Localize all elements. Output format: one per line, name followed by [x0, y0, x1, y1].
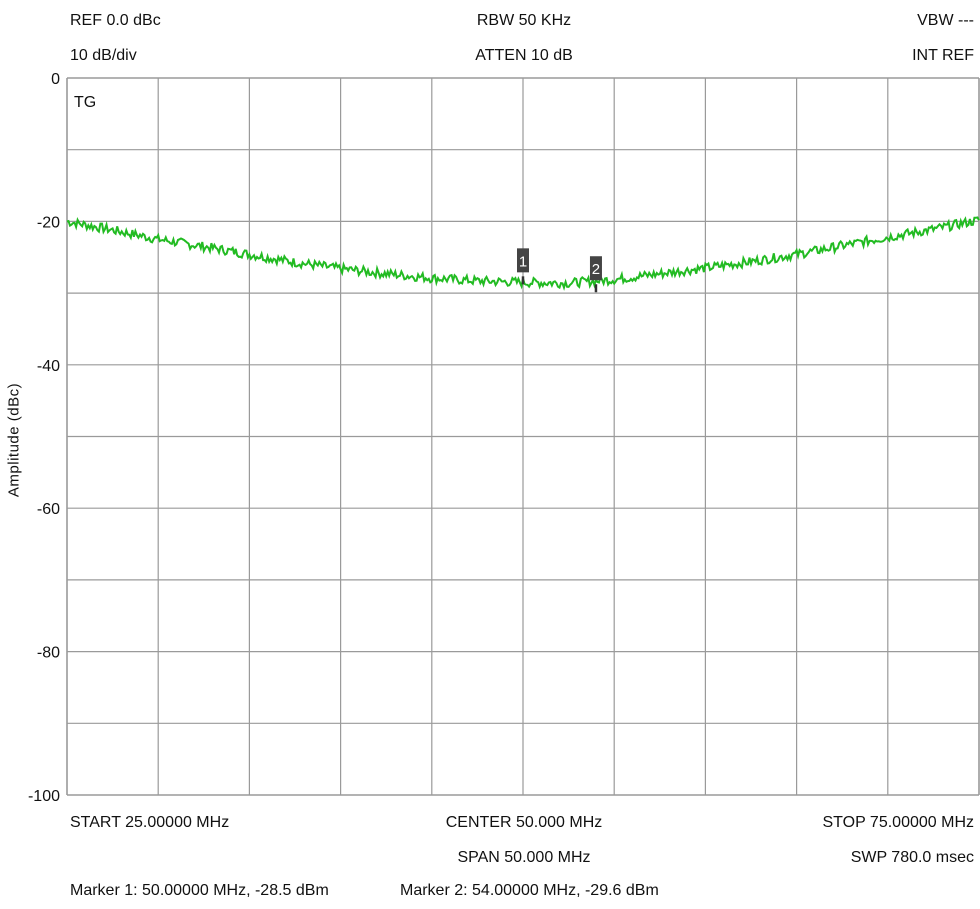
marker2-readout: Marker 2: 54.00000 MHz, -29.6 dBm	[400, 882, 659, 899]
sweep-time-label: SWP 780.0 msec	[850, 849, 974, 866]
marker-1: 1	[517, 248, 529, 285]
y-tick-label: -40	[37, 358, 60, 375]
atten-label: ATTEN 10 dB	[475, 47, 573, 64]
int-ref-label: INT REF	[912, 47, 974, 64]
y-tick-label: -80	[37, 645, 60, 662]
y-tick-label: -100	[28, 788, 60, 805]
rbw-label: RBW 50 KHz	[476, 12, 572, 29]
marker-flag	[517, 248, 529, 273]
stop-freq-label: STOP 75.00000 MHz	[822, 814, 975, 831]
y-tick-label: -20	[37, 214, 60, 231]
marker-label: 1	[519, 253, 527, 270]
scale-label: 10 dB/div	[70, 47, 137, 64]
marker-2: 2	[589, 256, 602, 293]
span-label: SPAN 50.000 MHz	[457, 849, 591, 866]
marker-flag	[589, 256, 602, 281]
ref-level-label: REF 0.0 dBc	[70, 12, 161, 29]
start-freq-label: START 25.00000 MHz	[70, 814, 230, 831]
y-tick-labels: 0 -20 -40 -60 -80 -100	[28, 71, 60, 805]
y-tick-label: -60	[37, 501, 60, 518]
marker1-readout: Marker 1: 50.00000 MHz, -28.5 dBm	[70, 882, 329, 899]
center-freq-label: CENTER 50.000 MHz	[445, 814, 603, 831]
marker-label: 2	[592, 261, 600, 278]
plot-grid	[66, 77, 980, 796]
vbw-label: VBW ---	[917, 12, 974, 29]
y-tick-label: 0	[51, 71, 60, 88]
trace-label: TG	[74, 94, 96, 111]
